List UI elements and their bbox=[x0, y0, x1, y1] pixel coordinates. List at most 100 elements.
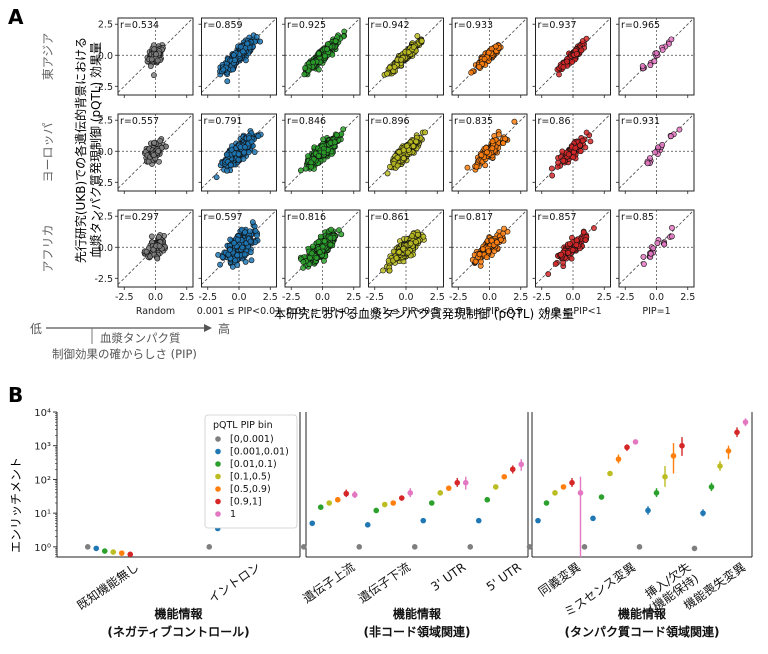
data-point bbox=[213, 174, 220, 181]
data-point bbox=[308, 159, 314, 166]
category-group: ミスセンス変異 bbox=[561, 439, 639, 620]
data-point bbox=[154, 57, 161, 64]
category-label: 遺伝子下流 bbox=[355, 559, 413, 606]
data-point bbox=[310, 59, 317, 66]
data-point bbox=[591, 225, 597, 231]
data-point bbox=[478, 152, 485, 159]
panel-a-ylabel-line2: 血漿タンパク質発現制御 (pQTL) 効果量 bbox=[88, 42, 103, 258]
data-point bbox=[647, 62, 654, 69]
data-point bbox=[650, 245, 657, 252]
scatter-points bbox=[464, 118, 518, 173]
scatter-subplot: r=0.86 bbox=[532, 113, 611, 194]
correlation-label: r=0.86 bbox=[538, 116, 571, 127]
data-point bbox=[582, 237, 589, 244]
category-group: 既知機能無し bbox=[74, 544, 141, 613]
legend-label: [0,0.001) bbox=[230, 434, 274, 445]
xtick-label: -2.5 bbox=[532, 292, 551, 303]
bin-label: Random bbox=[136, 306, 175, 317]
data-point bbox=[317, 233, 324, 240]
data-point bbox=[418, 37, 425, 44]
data-point bbox=[148, 233, 155, 240]
enrichment-point bbox=[501, 473, 508, 480]
data-point bbox=[230, 52, 237, 59]
data-point bbox=[587, 138, 594, 145]
data-point bbox=[492, 43, 499, 50]
panel-b-label: B bbox=[8, 383, 23, 407]
category-label: 5' UTR bbox=[484, 560, 524, 594]
data-point bbox=[224, 167, 230, 174]
legend-item: [0.9,1] bbox=[215, 497, 262, 508]
xtick-label: 2.5 bbox=[179, 292, 194, 303]
data-point bbox=[493, 239, 500, 246]
xtick-label: 2.5 bbox=[263, 292, 278, 303]
correlation-label: r=0.791 bbox=[204, 116, 243, 127]
xtick-label: 2.5 bbox=[513, 292, 528, 303]
data-point bbox=[669, 224, 675, 231]
data-point bbox=[400, 245, 407, 252]
data-point bbox=[156, 243, 163, 250]
category-label-line: 3' UTR bbox=[428, 560, 468, 594]
ytick-label: -2.5 bbox=[94, 82, 113, 93]
data-point bbox=[578, 47, 585, 54]
legend-item: [0.5,0.9) bbox=[215, 484, 271, 495]
enrichment-point bbox=[390, 500, 397, 506]
data-point bbox=[394, 154, 401, 161]
enrichment-point bbox=[653, 490, 660, 496]
ytick-label: 10⁴ bbox=[34, 408, 51, 419]
enrichment-point bbox=[101, 548, 108, 554]
scatter-subplot: r=0.937 bbox=[532, 17, 611, 98]
data-point bbox=[300, 264, 307, 271]
xtick-label: -2.5 bbox=[198, 292, 217, 303]
enrichment-point bbox=[543, 500, 550, 506]
enrichment-point bbox=[742, 419, 749, 425]
correlation-label: r=0.846 bbox=[287, 116, 326, 127]
data-point bbox=[501, 225, 507, 232]
data-point bbox=[384, 70, 390, 77]
data-point bbox=[558, 251, 564, 258]
scatter-points bbox=[469, 225, 511, 269]
data-point bbox=[243, 57, 249, 64]
panel-a-ylabel-line1: 先行研究(UKB)での各遺伝的背景における bbox=[73, 37, 88, 263]
enrichment-point bbox=[110, 549, 117, 555]
data-point bbox=[253, 34, 260, 40]
scatter-subplot: r=0.534 -2.5 0.0 2.5 bbox=[94, 17, 194, 98]
enrichment-point bbox=[636, 544, 643, 550]
scatter-subplot: r=0.965 bbox=[616, 17, 695, 98]
data-point bbox=[338, 231, 345, 238]
data-point bbox=[415, 231, 421, 238]
data-point bbox=[485, 248, 492, 255]
data-point bbox=[157, 137, 163, 144]
enrichment-point bbox=[84, 544, 91, 550]
scatter-subplot: r=0.846 bbox=[282, 113, 361, 194]
data-point bbox=[572, 145, 579, 151]
data-point bbox=[155, 148, 162, 154]
ytick-label: 10⁰ bbox=[34, 543, 51, 554]
data-point bbox=[300, 259, 307, 265]
ytick-label: 0.0 bbox=[98, 243, 113, 254]
scatter-points bbox=[548, 129, 594, 179]
enrichment-point bbox=[615, 456, 622, 462]
data-point bbox=[235, 151, 242, 157]
data-point bbox=[400, 155, 407, 162]
xtick-label: 0.0 bbox=[148, 292, 163, 303]
data-point bbox=[652, 149, 658, 156]
xtick-label: 0.0 bbox=[482, 292, 497, 303]
enrichment-point bbox=[467, 544, 474, 550]
data-point bbox=[473, 163, 480, 170]
enrichment-point bbox=[309, 520, 316, 527]
category-label-line: イントロン bbox=[206, 560, 263, 606]
scatter-subplot: r=0.861 -2.5 0.0 2.5 0.1 ≤ PIP<0.5 bbox=[365, 209, 445, 317]
data-point bbox=[583, 35, 590, 42]
category-label: 3' UTR bbox=[428, 560, 468, 594]
data-point bbox=[241, 149, 247, 156]
legend-label: [0.9,1] bbox=[230, 497, 262, 508]
data-point bbox=[387, 163, 393, 170]
correlation-label: r=0.857 bbox=[538, 212, 577, 223]
data-point bbox=[148, 56, 155, 63]
data-point bbox=[386, 267, 393, 274]
data-point bbox=[396, 249, 403, 256]
data-point bbox=[580, 229, 587, 236]
scatter-points bbox=[639, 36, 675, 72]
data-point bbox=[410, 44, 417, 50]
correlation-label: r=0.557 bbox=[120, 116, 159, 127]
